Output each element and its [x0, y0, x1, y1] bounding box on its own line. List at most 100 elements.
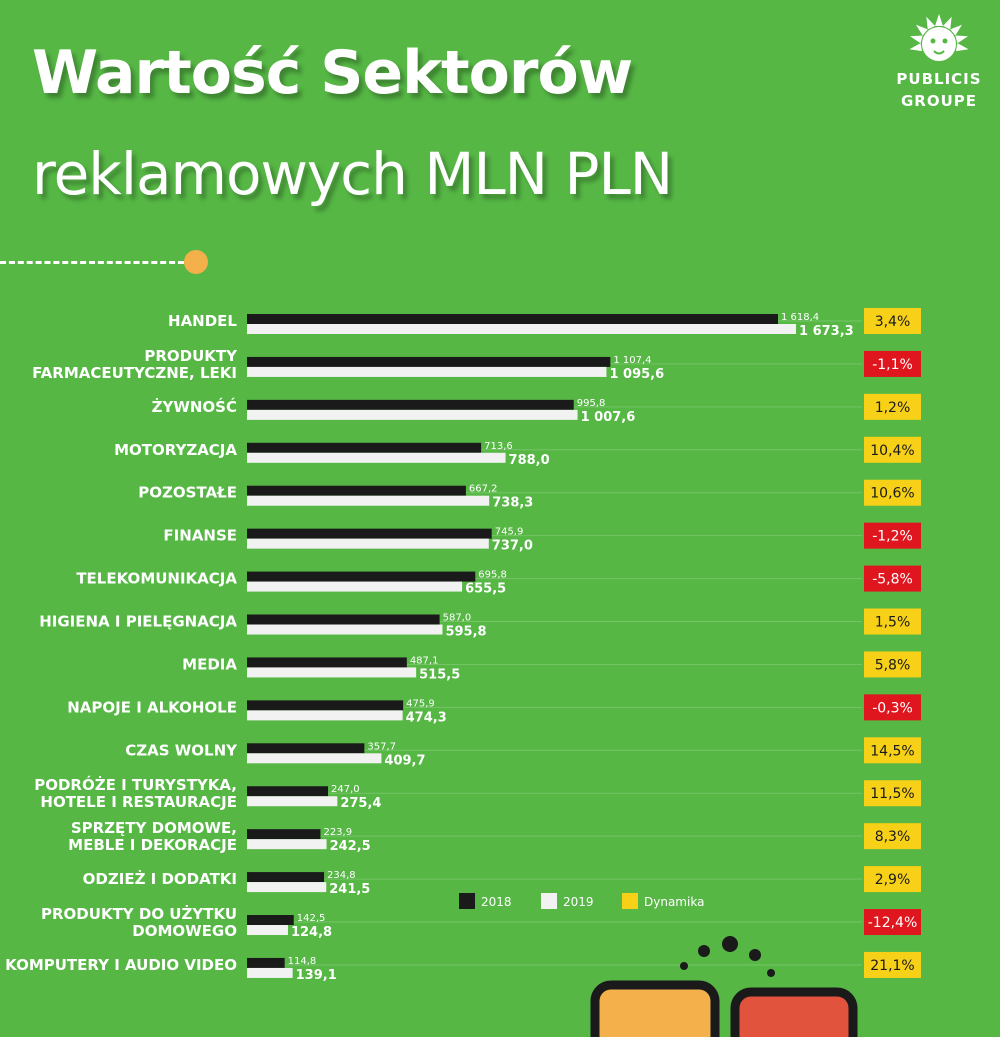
value-label-2018: 357,7 [367, 741, 396, 752]
category-labels: HANDEL PRODUKTY FARMACEUTYCZNE, LEKI ŻYWNOŚ… [5, 312, 238, 974]
value-label-2019: 737,0 [492, 539, 533, 554]
value-label-2018: 142,5 [297, 913, 326, 924]
dynamics-badge [864, 737, 921, 764]
bar-2019 [247, 925, 288, 936]
legend-label: Dynamika [644, 895, 704, 909]
bar-2018 [247, 786, 329, 797]
dynamics-value: 1,5% [875, 615, 911, 631]
bar-2019 [247, 667, 417, 678]
dynamics-value: -5,8% [872, 572, 913, 588]
value-label-2019: 1 095,6 [609, 367, 664, 382]
bar-2019 [247, 366, 607, 377]
dynamics-value: -1,2% [872, 529, 913, 545]
bar-2019 [247, 796, 338, 807]
decorative-dot [722, 936, 738, 952]
value-label-2019: 275,4 [340, 796, 381, 811]
dynamics-badge [864, 651, 921, 678]
value-label-2019: 241,5 [329, 882, 370, 897]
dynamics-badge [864, 479, 921, 506]
logo-text-groupe: GROUPE [900, 92, 978, 110]
decorative-dot [767, 969, 775, 977]
dynamics-value: -12,4% [868, 915, 918, 931]
value-label-2019: 595,8 [445, 625, 486, 640]
decoration [590, 936, 858, 1037]
bar-2018 [247, 314, 778, 324]
bar-2019 [247, 495, 490, 506]
dynamics-value: 10,4% [870, 443, 914, 459]
bar-2018 [247, 957, 285, 968]
category-label: TELEKOMUNIKACJA [76, 570, 237, 588]
bar-2018 [247, 915, 294, 926]
dynamics-badge [864, 694, 921, 721]
bar-2019 [247, 882, 327, 893]
dynamics-badge [864, 608, 921, 635]
value-label-2018: 745,9 [495, 527, 524, 538]
value-label-2018: 114,8 [288, 956, 317, 967]
bar-2018 [247, 571, 476, 582]
value-label-2018: 713,6 [484, 441, 513, 452]
dynamics-value: 3,4% [875, 314, 911, 330]
category-label: SPRZĘTY DOMOWE, MEBLE I DEKORACJE [68, 819, 237, 854]
value-label-2019: 515,5 [419, 667, 460, 682]
legend-swatch [459, 893, 475, 909]
value-label-2019: 409,7 [384, 753, 425, 768]
bar-2018 [247, 485, 466, 496]
dynamics-badges: 3,4% -1,1% 1,2% 10,4% 10,6% -1,2% -5,8% 1,5% 5,8… [864, 308, 921, 978]
page-subtitle: reklamowych MLN PLN [32, 140, 673, 208]
bar-2018 [247, 872, 325, 883]
dynamics-badge [864, 951, 921, 978]
value-label-2018: 223,9 [323, 827, 352, 838]
value-label-2019: 1 673,3 [799, 324, 854, 339]
value-label-2018: 234,8 [327, 870, 356, 881]
value-label-2018: 667,2 [469, 484, 498, 495]
category-label: ODZIEŻ I DODATKI [83, 869, 237, 888]
value-label-2019: 655,5 [465, 582, 506, 597]
bar-2018 [247, 743, 365, 754]
category-label: PODRÓŻE I TURYSTYKA, HOTELE I RESTAURACJE [34, 775, 237, 811]
legend-label: 2018 [481, 895, 512, 909]
dynamics-badge [864, 565, 921, 592]
dynamics-value: 1,2% [875, 400, 911, 416]
value-label-2018: 695,8 [478, 570, 507, 581]
dynamics-badge [864, 308, 921, 334]
bar-2019 [247, 409, 578, 420]
category-label: KOMPUTERY I AUDIO VIDEO [5, 956, 237, 974]
publicis-logo: PUBLICIS GROUPE [880, 8, 998, 118]
dynamics-value: 5,8% [875, 657, 911, 673]
bar-2018 [247, 528, 492, 539]
category-label: CZAS WOLNY [125, 741, 238, 759]
dynamics-badge [864, 436, 921, 463]
category-label: MEDIA [182, 655, 237, 673]
dynamics-value: 8,3% [875, 829, 911, 845]
dynamics-value: 11,5% [870, 786, 914, 802]
bar-2019 [247, 967, 293, 978]
bar-2018 [247, 829, 321, 840]
legend-swatch [541, 893, 557, 909]
value-label-2018: 475,9 [406, 698, 435, 709]
dynamics-badge [864, 866, 921, 893]
bar-2018 [247, 399, 574, 410]
bar-2019 [247, 324, 797, 334]
bar-2018 [247, 356, 611, 367]
lion-head-icon [909, 14, 969, 61]
decorative-card-red [730, 987, 858, 1037]
value-label-2019: 474,3 [406, 710, 447, 725]
legend-label: 2019 [563, 895, 594, 909]
bar-2018 [247, 614, 440, 625]
page-title: Wartość Sektorów [32, 38, 633, 108]
value-label-2019: 738,3 [492, 496, 533, 511]
category-label: NAPOJE I ALKOHOLE [67, 698, 237, 716]
value-label-2018: 1 107,4 [613, 355, 651, 366]
decorative-dot [749, 949, 761, 961]
category-label: PRODUKTY DO UŻYTKU DOMOWEGO [41, 904, 237, 940]
category-label: HANDEL [168, 312, 237, 330]
bars: 1 618,41 673,3 1 107,41 095,6 995,81 007,6… [247, 312, 854, 983]
value-label-2019: 1 007,6 [581, 410, 636, 425]
value-label-2019: 242,5 [330, 839, 371, 854]
value-label-2019: 139,1 [296, 968, 337, 983]
category-label: MOTORYZACJA [114, 441, 237, 459]
bar-2019 [247, 452, 506, 463]
bar-2019 [247, 753, 382, 764]
dynamics-badge [864, 909, 921, 936]
